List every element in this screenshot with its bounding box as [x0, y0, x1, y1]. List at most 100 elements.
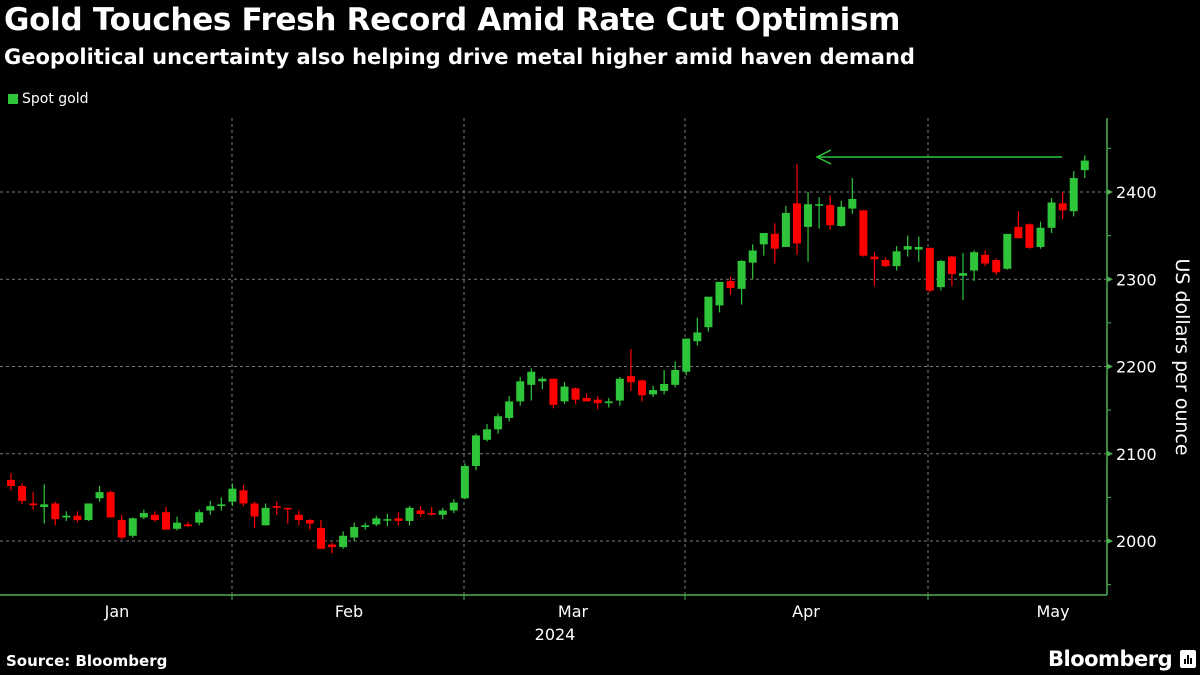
candle	[1069, 171, 1078, 217]
candle	[483, 424, 492, 442]
candle	[250, 501, 259, 528]
candle	[804, 192, 813, 262]
legend-label: Spot gold	[22, 91, 89, 107]
candle	[726, 276, 735, 295]
candle	[84, 503, 93, 521]
candle	[505, 396, 514, 422]
candle	[892, 246, 901, 271]
year-label: 2024	[535, 625, 576, 644]
x-tick-label: Apr	[792, 602, 820, 621]
candle	[1047, 198, 1056, 234]
bloomberg-chart-icon	[1180, 650, 1197, 668]
y-axis-label: US dollars per ounce	[1171, 258, 1193, 455]
candle	[637, 379, 646, 402]
candle	[582, 393, 591, 402]
y-tick-label: 2100	[1116, 445, 1157, 464]
candle	[339, 531, 348, 549]
candle	[29, 492, 38, 510]
candle	[925, 247, 934, 293]
y-tick-marker-icon	[1107, 363, 1113, 370]
y-tick-marker-icon	[1107, 538, 1113, 544]
legend-swatch-icon	[8, 94, 18, 104]
y-tick-label: 2400	[1116, 183, 1157, 202]
candle	[106, 490, 115, 518]
candle	[781, 205, 790, 247]
candle	[494, 413, 503, 434]
candle	[328, 542, 337, 554]
candle	[416, 506, 425, 517]
x-tick-label: Feb	[335, 602, 363, 621]
candle	[150, 511, 159, 522]
candle	[981, 250, 990, 267]
candle	[704, 296, 713, 332]
candle	[770, 223, 779, 264]
candle	[239, 485, 248, 507]
candle	[792, 164, 801, 255]
candle	[405, 506, 414, 526]
candle	[715, 281, 724, 313]
candle	[394, 512, 403, 526]
y-tick-label: 2000	[1116, 532, 1157, 551]
legend: Spot gold	[8, 91, 89, 107]
candle	[615, 376, 624, 406]
candle	[161, 506, 170, 530]
candle	[40, 484, 49, 524]
brand-name: Bloomberg	[1048, 647, 1173, 671]
candle	[527, 368, 536, 401]
candle	[471, 433, 480, 471]
source-note: Source: Bloomberg	[6, 652, 168, 670]
candle	[73, 511, 82, 523]
y-tick-marker-icon	[1107, 189, 1113, 195]
candle	[206, 500, 215, 515]
candle	[128, 517, 137, 538]
candle	[992, 258, 1001, 275]
candle	[361, 522, 370, 530]
y-tick-label: 2300	[1116, 270, 1157, 289]
bloomberg-logo: Bloomberg	[1048, 647, 1197, 671]
candle	[571, 387, 580, 405]
candle	[173, 516, 182, 531]
y-tick-label: 2200	[1116, 358, 1157, 377]
candle	[516, 376, 525, 406]
candle	[1003, 233, 1012, 270]
candle	[195, 509, 204, 526]
candle	[815, 197, 824, 229]
candle	[51, 501, 60, 526]
candle	[460, 463, 469, 500]
candle	[959, 253, 968, 301]
candle	[682, 338, 691, 376]
candle	[970, 250, 979, 281]
candle	[870, 252, 879, 287]
candle	[671, 361, 680, 388]
candle	[184, 521, 193, 528]
candle	[859, 210, 868, 257]
candle	[626, 349, 635, 391]
candle	[117, 514, 126, 540]
candle	[62, 511, 71, 521]
candle	[294, 510, 303, 526]
candle	[1014, 211, 1023, 239]
x-tick-label: May	[1036, 602, 1069, 621]
y-tick-marker-icon	[1107, 276, 1113, 283]
candle	[95, 486, 104, 502]
candle	[837, 200, 846, 227]
candle	[693, 317, 702, 346]
candle	[383, 513, 392, 527]
candle	[903, 235, 912, 257]
arrow-head-icon	[815, 149, 832, 165]
candle	[936, 260, 945, 291]
candle	[737, 260, 746, 305]
candle	[305, 519, 314, 530]
candle	[826, 195, 835, 230]
candle	[604, 397, 613, 408]
candle	[217, 497, 226, 511]
candle	[438, 507, 447, 520]
candle	[350, 522, 359, 541]
x-tick-label: Jan	[104, 602, 130, 621]
x-tick-label: Mar	[558, 602, 589, 621]
y-tick-marker-icon	[1107, 450, 1113, 457]
candle	[228, 483, 237, 507]
candle	[372, 515, 381, 527]
candle	[538, 376, 547, 390]
